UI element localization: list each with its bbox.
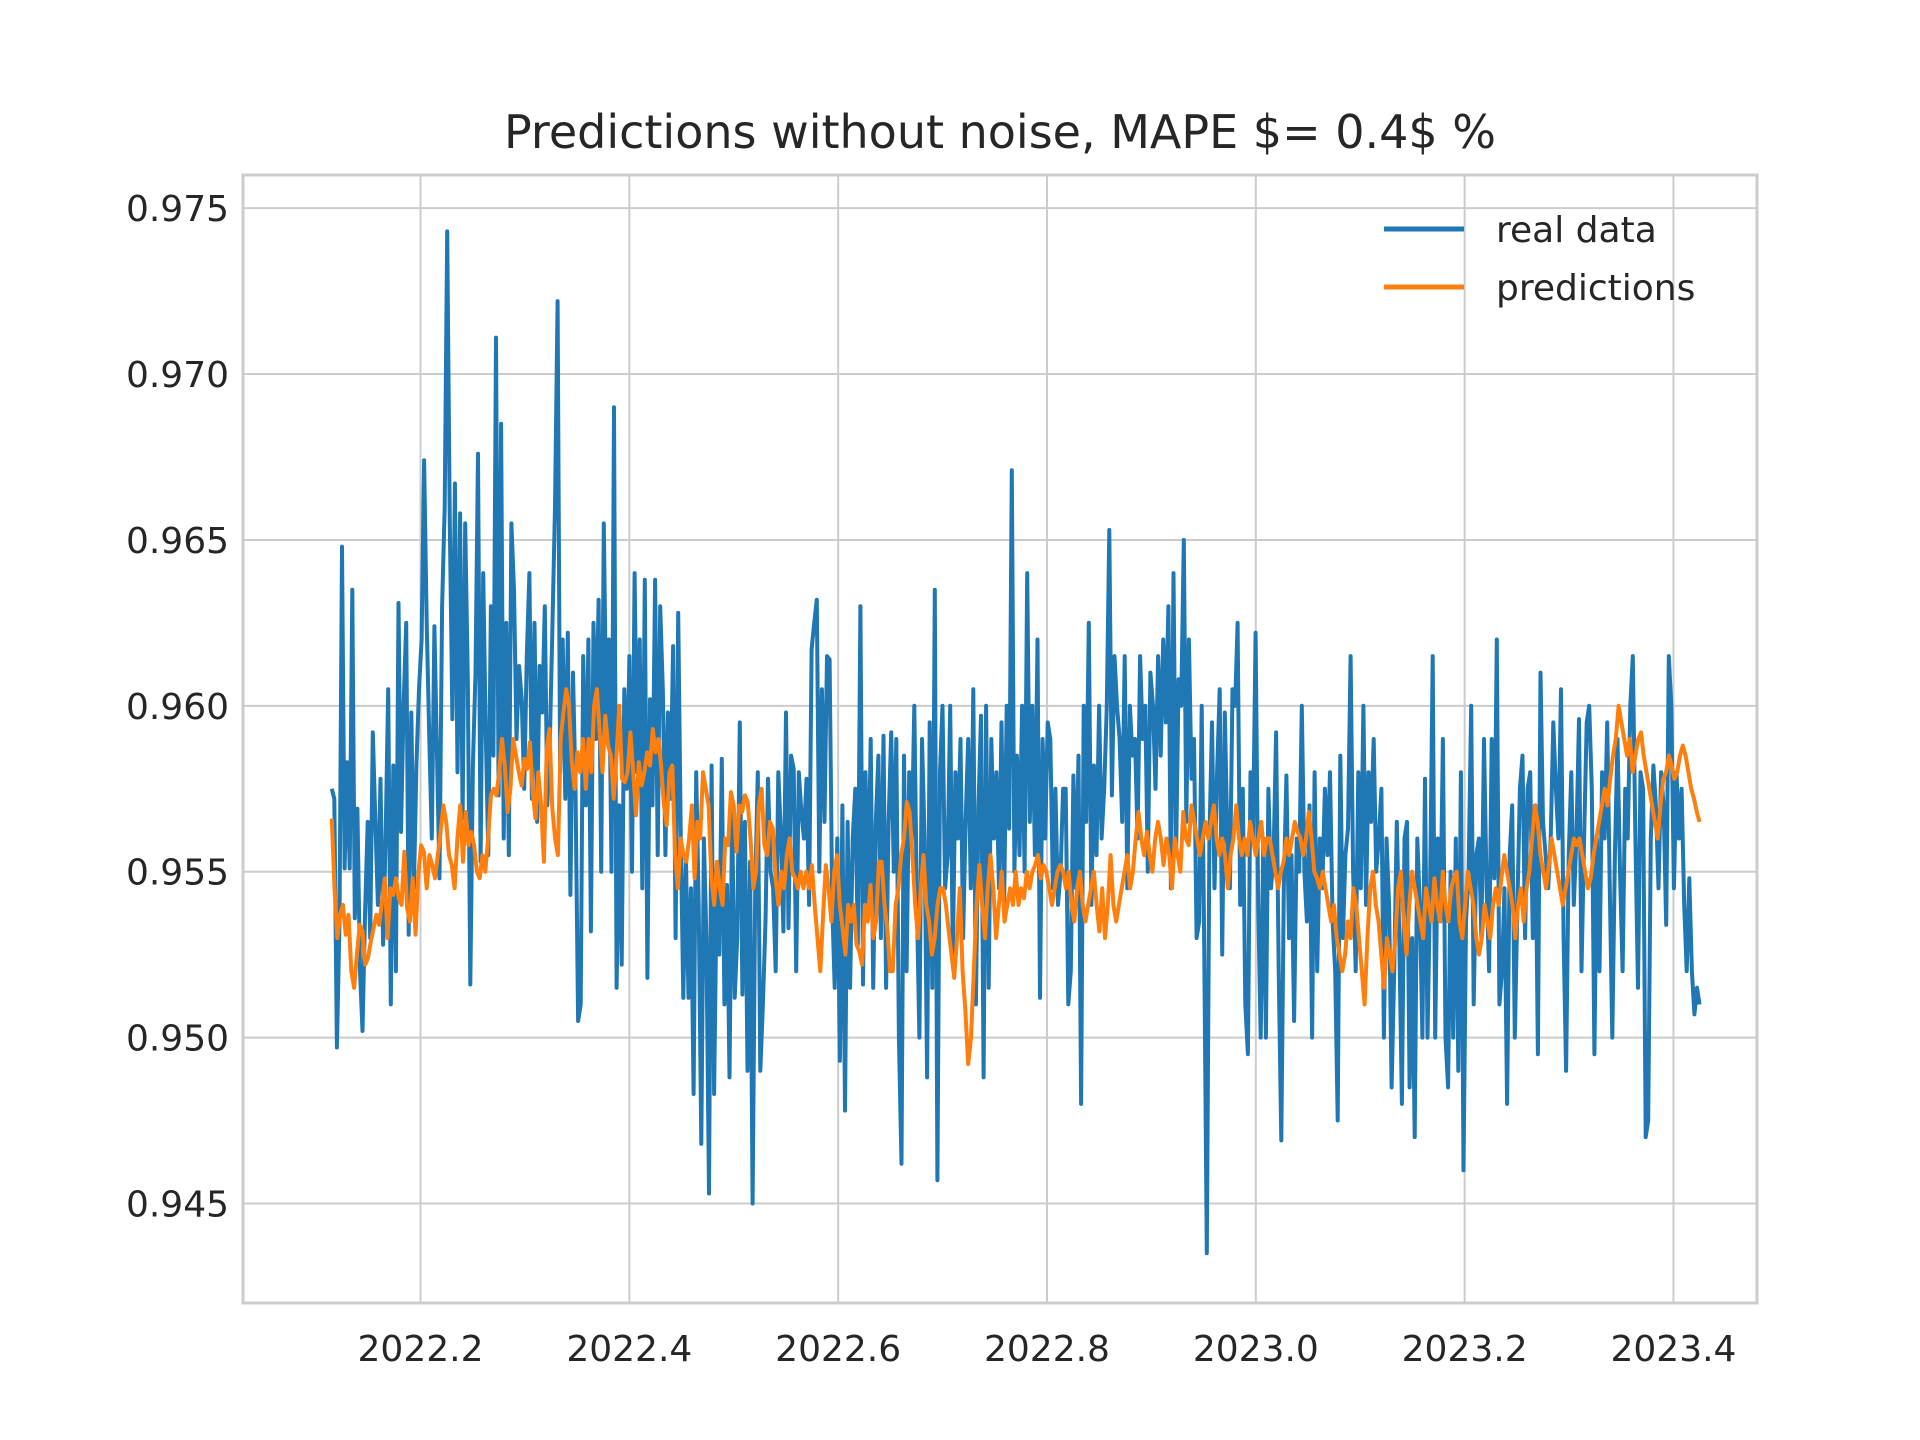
x-tick-label: 2023.0 [1193,1329,1319,1370]
legend-label: predictions [1496,268,1695,309]
y-tick-label: 0.955 [126,853,229,894]
x-tick-label: 2022.4 [566,1329,692,1370]
x-tick-label: 2022.2 [358,1329,484,1370]
x-tick-label: 2023.2 [1402,1329,1528,1370]
y-tick-label: 0.975 [126,189,229,230]
x-tick-label: 2022.6 [775,1329,901,1370]
series-line-real-data [329,229,1702,1256]
y-tick-label: 0.950 [126,1019,229,1060]
series-lines [329,229,1702,1256]
chart-title: Predictions without noise, MAPE $= 0.4$ … [504,105,1496,159]
x-tick-label: 2022.8 [984,1329,1110,1370]
plot-frame [241,173,1759,1305]
x-tick-label: 2023.4 [1610,1329,1736,1370]
y-axis-ticks: 0.945 0.950 0.955 0.960 0.965 0.970 0.975 [126,189,229,1225]
x-axis-ticks: 2022.2 2022.4 2022.6 2022.8 2023.0 2023.2 2023… [358,1329,1737,1370]
y-tick-label: 0.945 [126,1184,229,1225]
legend-label: real data [1496,210,1657,251]
y-tick-label: 0.960 [126,687,229,728]
y-tick-label: 0.965 [126,521,229,562]
series-line-predictions [329,687,1702,1067]
y-tick-label: 0.970 [126,355,229,396]
legend: real data predictions [1384,210,1695,309]
